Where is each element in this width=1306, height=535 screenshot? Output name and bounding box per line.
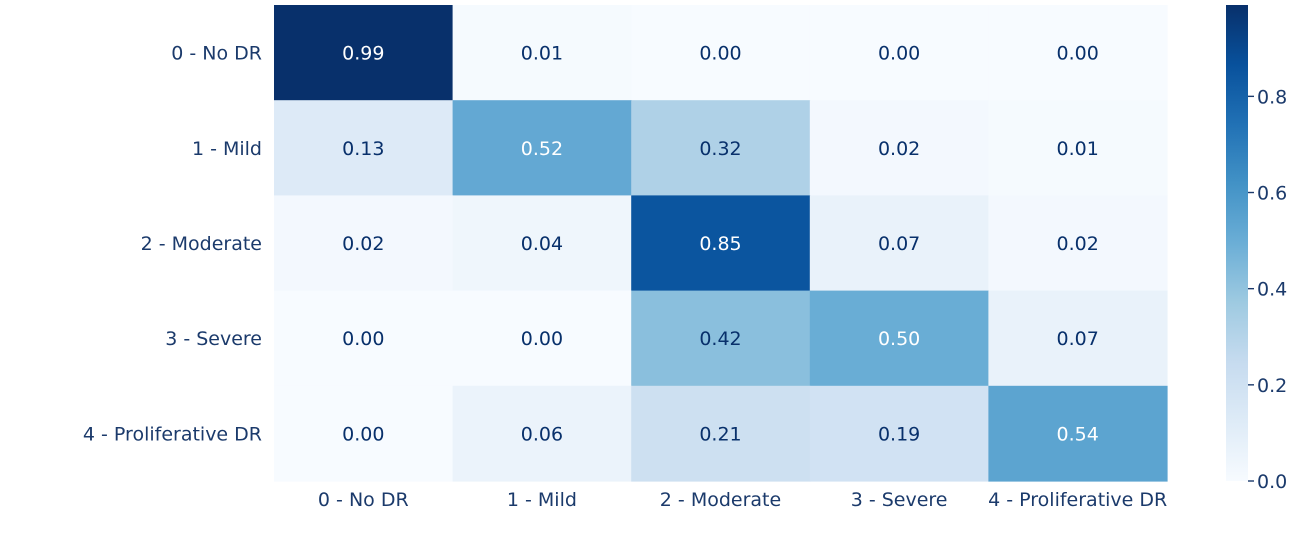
colorbar-tick-label-0: 0.0	[1257, 471, 1287, 493]
colorbar: 0.0 0.2 0.4 0.6 0.8	[1226, 5, 1287, 493]
y-tick-label-0: 0 - No DR	[171, 43, 262, 65]
x-tick-label-2: 2 - Moderate	[660, 489, 781, 511]
y-tick-label-2: 2 - Moderate	[141, 233, 262, 255]
heatmap-cell-r3-c0	[274, 290, 454, 387]
heatmap-cell-r3-c4	[988, 290, 1168, 387]
y-tick-label-4: 4 - Proliferative DR	[83, 423, 262, 445]
x-axis-tick-labels: 0 - No DR 1 - Mild 2 - Moderate 3 - Severe 4…	[318, 489, 1167, 511]
cell-value-label-r1-c0: 0.13	[342, 138, 384, 160]
x-tick-label-4: 4 - Proliferative DR	[988, 489, 1167, 511]
cell-value-label-r3-c0: 0.00	[342, 328, 384, 350]
colorbar-tick-label-3: 0.6	[1257, 183, 1287, 205]
cell-value-label-r2-c1: 0.04	[521, 233, 563, 255]
cell-value-label-r1-c3: 0.02	[878, 138, 920, 160]
heatmap-cell-r4-c2	[631, 385, 811, 482]
cell-value-label-r3-c2: 0.42	[699, 328, 741, 350]
cell-value-label-r1-c2: 0.32	[699, 138, 741, 160]
heatmap-cell-r0-c4	[988, 5, 1168, 101]
heatmap-cell-r4-c0	[274, 385, 454, 482]
cell-value-label-r3-c4: 0.07	[1057, 328, 1099, 350]
heatmap-cell-r1-c0	[274, 100, 454, 196]
cell-value-label-r2-c4: 0.02	[1057, 233, 1099, 255]
cell-value-label-r0-c0: 0.99	[342, 43, 384, 65]
y-tick-label-1: 1 - Mild	[192, 138, 262, 160]
cell-value-label-r3-c1: 0.00	[521, 328, 563, 350]
heatmap-cell-labels: 0.99 0.01 0.00 0.00 0.00 0.13 0.52 0.32 0.02 0.01…	[342, 43, 1099, 446]
colorbar-gradient	[1226, 5, 1248, 481]
heatmap-cells	[274, 5, 1168, 482]
cell-value-label-r4-c2: 0.21	[699, 423, 741, 445]
heatmap-cell-r2-c0	[274, 195, 454, 292]
cell-value-label-r2-c0: 0.02	[342, 233, 384, 255]
cell-value-label-r0-c3: 0.00	[878, 43, 920, 65]
colorbar-tick-label-4: 0.8	[1257, 86, 1287, 108]
cell-value-label-r1-c4: 0.01	[1057, 138, 1099, 160]
heatmap-cell-r3-c2	[631, 290, 811, 387]
heatmap-cell-r3-c3	[809, 290, 989, 387]
heatmap-cell-r2-c4	[988, 195, 1168, 292]
heatmap-cell-r1-c1	[452, 100, 632, 196]
heatmap-cell-r0-c0	[274, 5, 454, 101]
heatmap-cell-r1-c3	[809, 100, 989, 196]
cell-value-label-r0-c4: 0.00	[1057, 43, 1099, 65]
x-tick-label-1: 1 - Mild	[507, 489, 577, 511]
cell-value-label-r4-c3: 0.19	[878, 423, 920, 445]
cell-value-label-r0-c1: 0.01	[521, 43, 563, 65]
cell-value-label-r3-c3: 0.50	[878, 328, 920, 350]
cell-value-label-r1-c1: 0.52	[521, 138, 563, 160]
cell-value-label-r0-c2: 0.00	[699, 43, 741, 65]
heatmap-cell-r0-c2	[631, 5, 811, 101]
x-tick-label-0: 0 - No DR	[318, 489, 409, 511]
cell-value-label-r4-c4: 0.54	[1057, 423, 1099, 445]
cell-value-label-r2-c3: 0.07	[878, 233, 920, 255]
cell-value-label-r4-c1: 0.06	[521, 423, 563, 445]
heatmap-cell-r0-c3	[809, 5, 989, 101]
y-tick-label-3: 3 - Severe	[165, 328, 262, 350]
heatmap-cell-r1-c2	[631, 100, 811, 196]
heatmap-cell-r4-c3	[809, 385, 989, 482]
x-tick-label-3: 3 - Severe	[851, 489, 948, 511]
cell-value-label-r4-c0: 0.00	[342, 423, 384, 445]
heatmap-cell-r2-c3	[809, 195, 989, 292]
colorbar-tick-label-1: 0.2	[1257, 375, 1287, 397]
heatmap-cell-r1-c4	[988, 100, 1168, 196]
cell-value-label-r2-c2: 0.85	[699, 233, 741, 255]
heatmap-cell-r2-c2	[631, 195, 811, 292]
colorbar-tick-label-2: 0.4	[1257, 279, 1287, 301]
y-axis-tick-labels: 0 - No DR 1 - Mild 2 - Moderate 3 - Severe 4…	[83, 43, 262, 446]
heatmap-cell-r4-c4	[988, 385, 1168, 482]
heatmap-cell-r0-c1	[452, 5, 632, 101]
heatmap-cell-r3-c1	[452, 290, 632, 387]
heatmap-cell-r2-c1	[452, 195, 632, 292]
heatmap-cell-r4-c1	[452, 385, 632, 482]
